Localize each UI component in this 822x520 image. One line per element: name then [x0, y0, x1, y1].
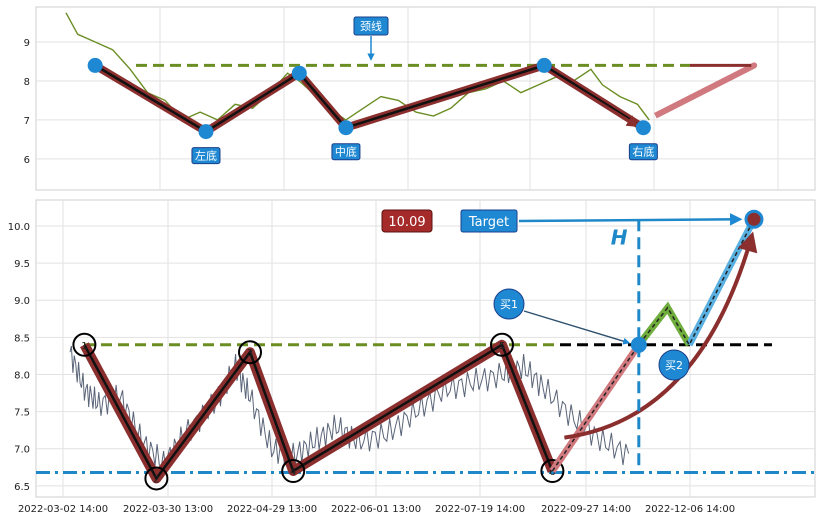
y-tick-label: 7.5	[14, 408, 30, 419]
y-tick-label: 8.5	[14, 333, 30, 344]
bottom-panel-frame	[35, 199, 816, 498]
y-tick-label: 6.5	[14, 482, 30, 493]
target-label-box: Target	[460, 209, 518, 233]
breakdown-arrow	[551, 72, 640, 128]
pattern-point-marker	[635, 120, 651, 136]
target-point	[744, 209, 764, 229]
pattern-point-marker	[490, 332, 514, 357]
pattern-line	[94, 64, 645, 134]
pattern-point-label: 右底	[628, 143, 658, 161]
pattern-point-number: 5	[499, 341, 505, 352]
pattern-point-marker	[87, 57, 103, 73]
buy-point-1-label: 买1	[500, 298, 518, 311]
x-tick-label: 2022-09-27 14:00	[541, 504, 631, 515]
pattern-point-label-text: 右底	[632, 145, 654, 159]
pattern-point-number: 6	[549, 467, 555, 478]
target-value-box: 10.09	[381, 209, 433, 233]
buy-point-1-arrow	[523, 310, 631, 345]
pattern-point-label-text: 左底	[195, 149, 217, 163]
y-tick-label: 9.0	[14, 296, 30, 307]
y-tick-label: 9.5	[14, 259, 30, 270]
x-tick-label: 2022-06-01 13:00	[331, 504, 421, 515]
y-tick-label: 7.0	[14, 445, 30, 456]
x-tick-label: 2022-03-02 14:00	[18, 504, 108, 515]
pattern-point-marker	[291, 65, 307, 81]
pattern-point-marker	[281, 459, 306, 484]
neckline-callout: 颈线	[353, 16, 389, 36]
buy-point-2-label: 买2	[665, 359, 683, 372]
pattern-point-label-text: 中底	[335, 145, 357, 159]
projection-line	[654, 62, 756, 119]
neckline-label: 颈线	[360, 19, 382, 33]
x-tick-label: 2022-07-19 14:00	[435, 504, 525, 515]
y-tick-label: 6	[24, 155, 30, 166]
pattern-point-marker	[72, 332, 97, 357]
pattern-point-number: 3	[247, 348, 253, 359]
pattern-point-number: 1	[81, 341, 87, 352]
projection-path	[551, 218, 755, 472]
x-tick-label: 2022-12-06 14:00	[645, 504, 735, 515]
y-tick-label: 8	[24, 77, 30, 88]
buy-point-1-badge: 买1	[493, 288, 525, 320]
pattern-point-marker	[338, 120, 354, 136]
y-tick-label: 10.0	[8, 222, 30, 233]
projection-point	[751, 62, 758, 69]
target-arrow	[518, 213, 743, 226]
y-tick-label: 7	[24, 116, 30, 127]
y-tick-label: 8.0	[14, 370, 30, 381]
pattern-point-number: 4	[290, 467, 296, 478]
x-tick-label: 2022-04-29 13:00	[227, 504, 317, 515]
pattern-point-marker	[238, 340, 262, 365]
target-label-text: Target	[468, 215, 509, 230]
target-value-text: 10.09	[388, 215, 425, 230]
buy-point-1-marker	[630, 336, 647, 353]
pattern-line	[83, 342, 554, 481]
pattern-point-number: 2	[153, 474, 159, 485]
x-tick-label: 2022-03-30 13:00	[123, 504, 213, 515]
height-label-upper: H	[611, 226, 628, 250]
buy-point-2-badge: 买2	[658, 349, 690, 381]
pattern-point-marker	[198, 124, 214, 140]
y-tick-label: 9	[24, 38, 30, 49]
pattern-point-marker	[144, 466, 169, 491]
pattern-point-label: 左底	[191, 147, 221, 165]
pattern-point-label: 中底	[331, 143, 361, 161]
pattern-point-marker	[536, 57, 552, 73]
pattern-point-marker	[540, 459, 565, 484]
